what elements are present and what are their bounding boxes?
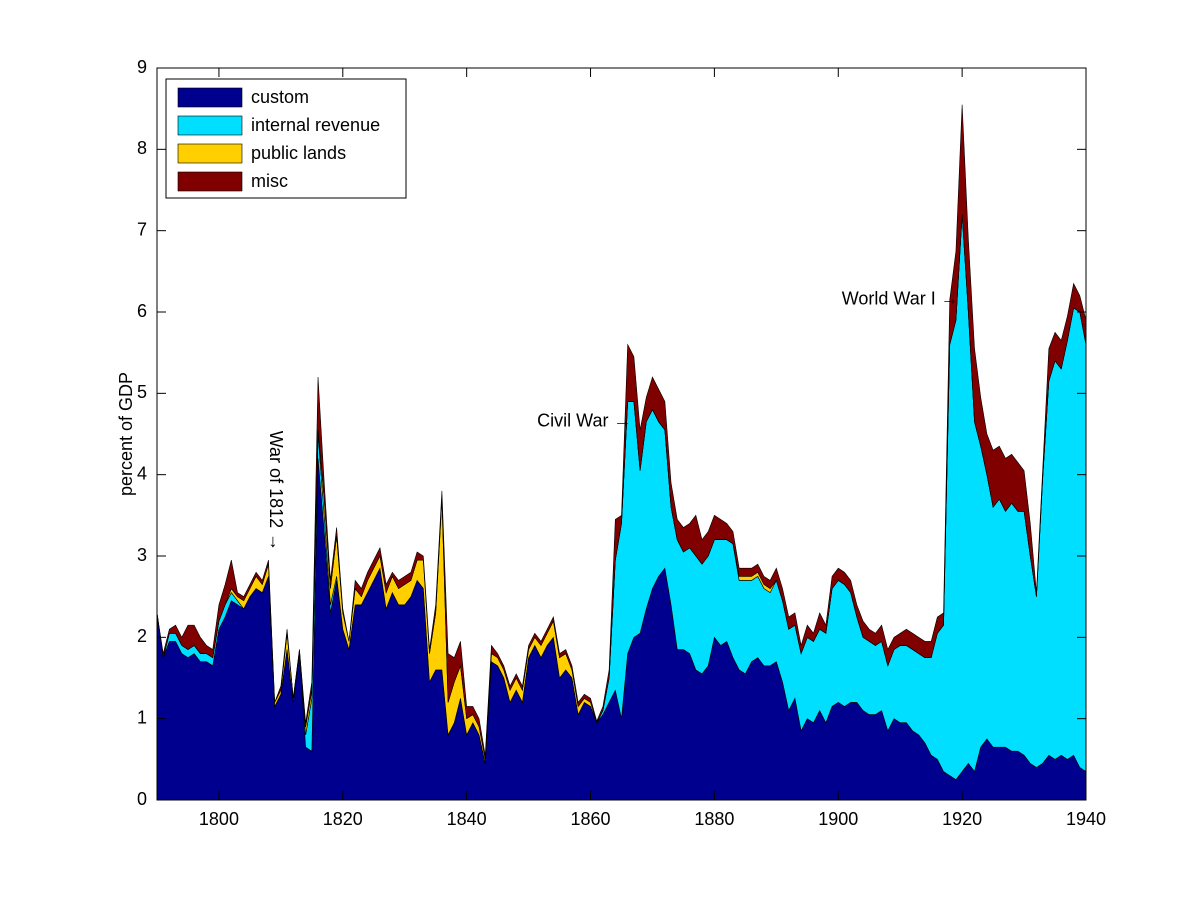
legend-swatch — [177, 87, 243, 108]
annotation: Civil War → — [537, 411, 631, 431]
legend-label: public lands — [251, 143, 346, 163]
x-tick-label: 1840 — [447, 809, 487, 829]
y-tick-label: 1 — [137, 707, 147, 727]
annotation: World War I → — [842, 289, 959, 309]
y-tick-label: 3 — [137, 545, 147, 565]
x-tick-label: 1880 — [694, 809, 734, 829]
y-tick-label: 7 — [137, 219, 147, 239]
y-tick-label: 9 — [137, 57, 147, 77]
legend-swatch — [177, 143, 243, 164]
y-tick-label: 5 — [137, 382, 147, 402]
plot-frame — [156, 67, 1087, 801]
y-tick-label: 2 — [137, 626, 147, 646]
legend-swatch — [177, 171, 243, 192]
y-axis-label: percent of GDP — [116, 372, 136, 496]
x-tick-label: 1860 — [571, 809, 611, 829]
y-tick-label: 6 — [137, 301, 147, 321]
annotation: War of 1812 → — [266, 431, 286, 551]
x-tick-label: 1900 — [818, 809, 858, 829]
y-tick-label: 8 — [137, 138, 147, 158]
y-tick-label: 4 — [137, 463, 147, 483]
legend-label: misc — [251, 171, 288, 191]
x-tick-label: 1800 — [199, 809, 239, 829]
legend-label: custom — [251, 87, 309, 107]
legend-swatch — [177, 115, 243, 136]
y-tick-label: 0 — [137, 789, 147, 809]
legend-label: internal revenue — [251, 115, 380, 135]
x-tick-label: 1820 — [323, 809, 363, 829]
x-tick-label: 1920 — [942, 809, 982, 829]
x-tick-label: 1940 — [1066, 809, 1106, 829]
